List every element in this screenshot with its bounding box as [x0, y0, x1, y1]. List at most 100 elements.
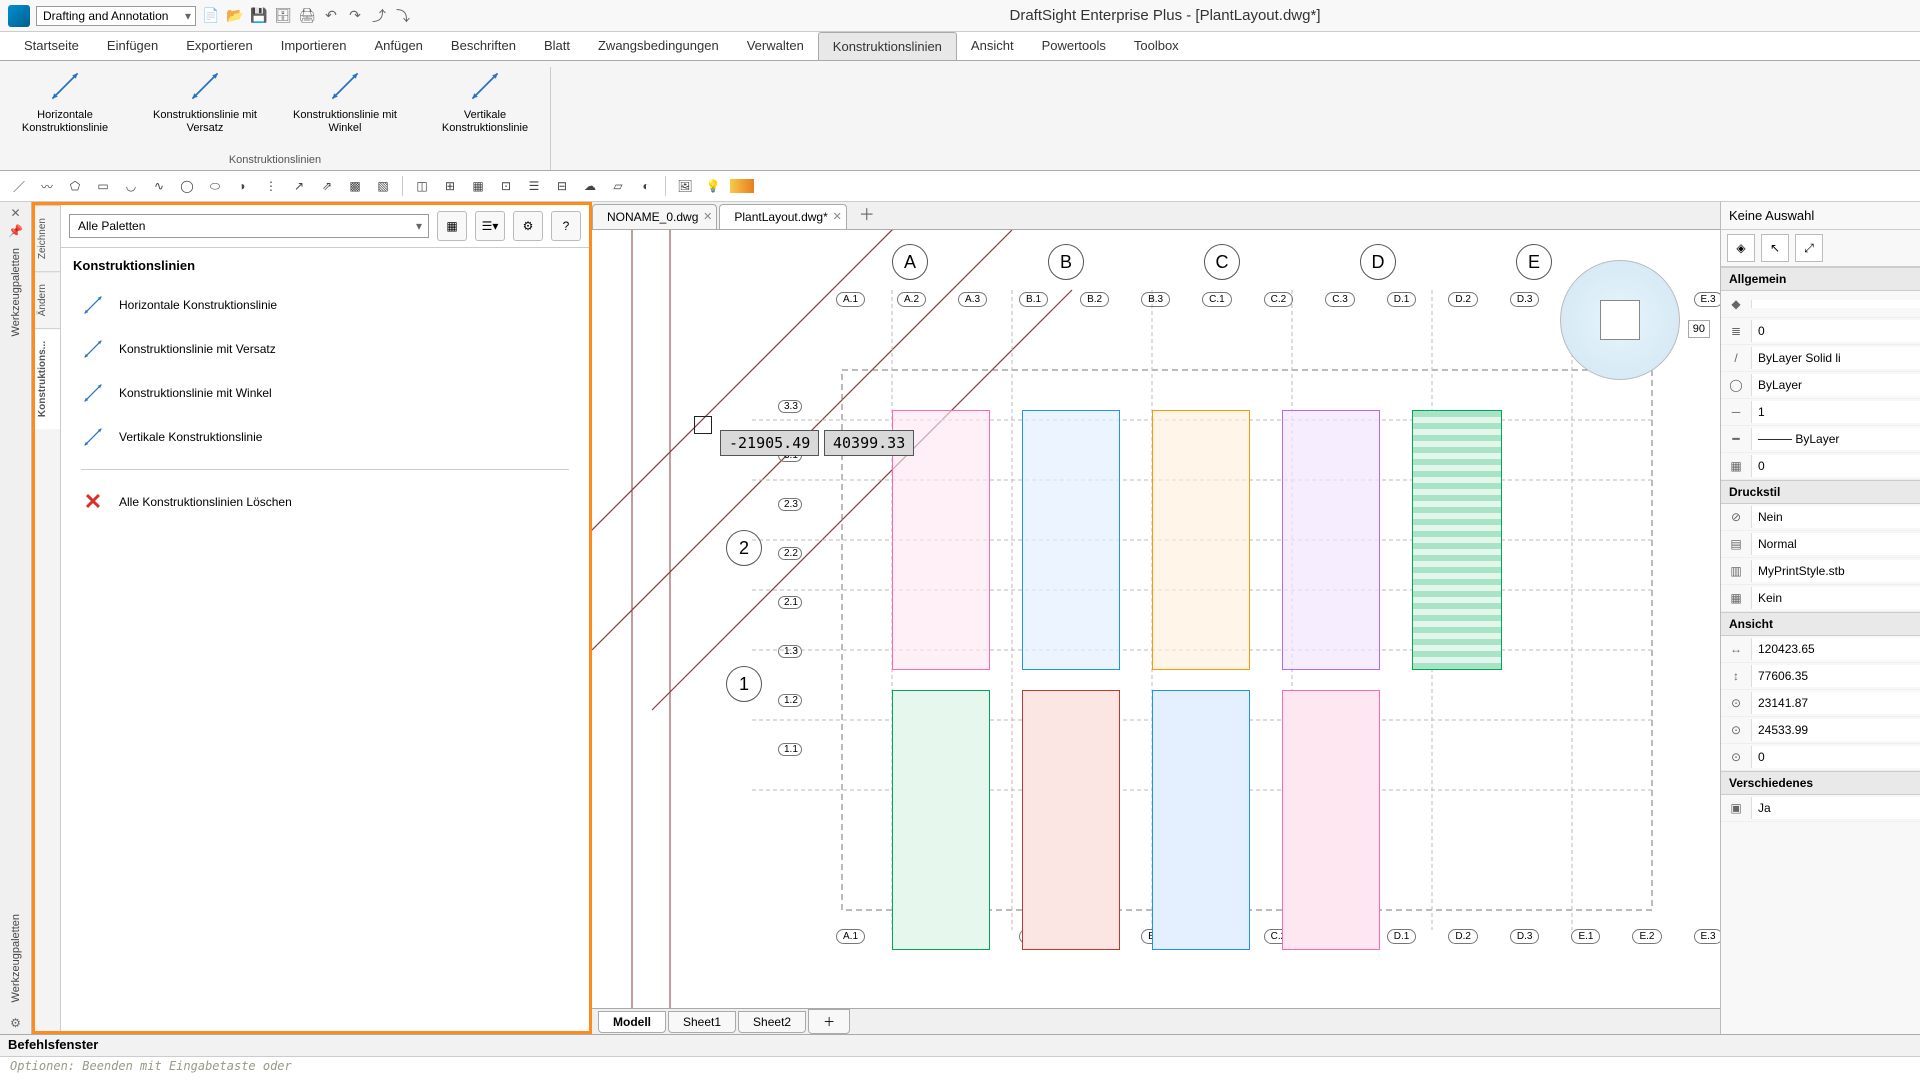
polygon-icon[interactable]: ⬠: [64, 175, 86, 197]
saveall-icon[interactable]: 🗄: [274, 7, 292, 25]
save-icon[interactable]: 💾: [250, 7, 268, 25]
prop-row[interactable]: ↕77606.35: [1721, 663, 1920, 690]
prop-value[interactable]: 0: [1751, 320, 1920, 342]
color-icon[interactable]: [730, 179, 754, 193]
menu-beschriften[interactable]: Beschriften: [437, 32, 530, 60]
prop-mode1-icon[interactable]: ◈: [1727, 234, 1755, 262]
prop-value[interactable]: 0: [1751, 455, 1920, 477]
menu-startseite[interactable]: Startseite: [10, 32, 93, 60]
prop-row[interactable]: ▥MyPrintStyle.stb: [1721, 558, 1920, 585]
prop-row[interactable]: ─1: [1721, 399, 1920, 426]
prop-row[interactable]: ⊙23141.87: [1721, 690, 1920, 717]
cloud-icon[interactable]: ☁: [579, 175, 601, 197]
polyline-icon[interactable]: 〰: [36, 175, 58, 197]
close-icon[interactable]: ✕: [703, 210, 712, 223]
redo-icon[interactable]: ↷: [346, 7, 364, 25]
circle-icon[interactable]: ◯: [176, 175, 198, 197]
prop-value[interactable]: 23141.87: [1751, 692, 1920, 714]
group-icon[interactable]: ☰: [523, 175, 545, 197]
document-tab[interactable]: NONAME_0.dwg✕: [592, 204, 717, 229]
view-list-icon[interactable]: ☰▾: [475, 211, 505, 241]
print-icon[interactable]: 🖨: [298, 7, 316, 25]
region-icon[interactable]: ▧: [372, 175, 394, 197]
palette-tab[interactable]: Ändern: [35, 271, 60, 328]
prop-value[interactable]: Ja: [1751, 797, 1920, 819]
close-icon[interactable]: ✕: [833, 210, 842, 223]
ribbon-btn[interactable]: Vertikale Konstruktionslinie: [430, 67, 540, 134]
prop-value[interactable]: ByLayer: [1751, 374, 1920, 396]
prop-row[interactable]: ▦Kein: [1721, 585, 1920, 612]
prop-row[interactable]: ▤Normal: [1721, 531, 1920, 558]
xline-icon[interactable]: ⇗: [316, 175, 338, 197]
line-icon[interactable]: ／: [8, 175, 30, 197]
block-icon[interactable]: ◫: [411, 175, 433, 197]
prop-value[interactable]: ──── ByLayer: [1751, 428, 1920, 450]
model-viewport[interactable]: ABCDE A.1A.2A.3B.1B.2B.3C.1C.2C.3D.1D.2D…: [592, 230, 1720, 1008]
point-icon[interactable]: ⋮: [260, 175, 282, 197]
panel-settings-icon[interactable]: ⚙: [10, 1016, 21, 1030]
prop-value[interactable]: 120423.65: [1751, 638, 1920, 660]
prop-row[interactable]: ▣Ja: [1721, 795, 1920, 822]
image-icon[interactable]: 🖼: [674, 175, 696, 197]
import-icon[interactable]: ⤵: [394, 7, 412, 25]
prop-row[interactable]: ◯ByLayer: [1721, 372, 1920, 399]
prop-mode3-icon[interactable]: ⤢: [1795, 234, 1823, 262]
menu-toolbox[interactable]: Toolbox: [1120, 32, 1193, 60]
prop-value[interactable]: [1751, 300, 1920, 308]
prop-value[interactable]: 77606.35: [1751, 665, 1920, 687]
prop-row[interactable]: ⊙0: [1721, 744, 1920, 771]
menu-ansicht[interactable]: Ansicht: [957, 32, 1028, 60]
arc-icon[interactable]: ◡: [120, 175, 142, 197]
prop-row[interactable]: ↔120423.65: [1721, 636, 1920, 663]
export-icon[interactable]: ⤴: [370, 7, 388, 25]
menu-blatt[interactable]: Blatt: [530, 32, 584, 60]
wipeout-icon[interactable]: ▱: [607, 175, 629, 197]
menu-verwalten[interactable]: Verwalten: [733, 32, 818, 60]
menu-konstruktionslinien[interactable]: Konstruktionslinien: [818, 32, 957, 60]
undo-icon[interactable]: ↶: [322, 7, 340, 25]
palette-tab[interactable]: Zeichnen: [35, 205, 60, 271]
ribbon-btn[interactable]: Konstruktionslinie mit Winkel: [290, 67, 400, 134]
document-tab[interactable]: PlantLayout.dwg*✕: [719, 204, 846, 229]
palette-item[interactable]: Konstruktionslinie mit Versatz: [73, 327, 577, 371]
spline-icon[interactable]: ∿: [148, 175, 170, 197]
prop-value[interactable]: Nein: [1751, 506, 1920, 528]
rect-icon[interactable]: ▭: [92, 175, 114, 197]
menu-importieren[interactable]: Importieren: [267, 32, 361, 60]
prop-row[interactable]: /ByLayer Solid li: [1721, 345, 1920, 372]
menu-einfügen[interactable]: Einfügen: [93, 32, 172, 60]
menu-zwangsbedingungen[interactable]: Zwangsbedingungen: [584, 32, 733, 60]
add-document-tab[interactable]: ＋: [849, 197, 885, 229]
prop-value[interactable]: Kein: [1751, 587, 1920, 609]
panel-pin-icon[interactable]: 📌: [8, 224, 23, 238]
prop-row[interactable]: ⊙24533.99: [1721, 717, 1920, 744]
ribbon-btn[interactable]: Horizontale Konstruktionslinie: [10, 67, 120, 134]
prop-row[interactable]: ⊘Nein: [1721, 504, 1920, 531]
prop-value[interactable]: MyPrintStyle.stb: [1751, 560, 1920, 582]
sheet-tab[interactable]: Modell: [598, 1011, 666, 1033]
ungroup-icon[interactable]: ⊟: [551, 175, 573, 197]
prop-row[interactable]: ▦0: [1721, 453, 1920, 480]
prop-value[interactable]: 1: [1751, 401, 1920, 423]
add-sheet-tab[interactable]: ＋: [808, 1009, 850, 1034]
palette-tab[interactable]: Konstruktions...: [35, 328, 60, 429]
view-large-icon[interactable]: ▦: [437, 211, 467, 241]
hatch-icon[interactable]: ▩: [344, 175, 366, 197]
table-icon[interactable]: ▦: [467, 175, 489, 197]
ellipsearc-icon[interactable]: ◗: [232, 175, 254, 197]
sheet-tab[interactable]: Sheet1: [668, 1011, 736, 1033]
ray-icon[interactable]: ↗: [288, 175, 310, 197]
light-icon[interactable]: 💡: [702, 175, 724, 197]
menu-anfügen[interactable]: Anfügen: [360, 32, 436, 60]
ellipse-icon[interactable]: ⬭: [204, 175, 226, 197]
field-icon[interactable]: ⊡: [495, 175, 517, 197]
prop-value[interactable]: ByLayer Solid li: [1751, 347, 1920, 369]
prop-value[interactable]: Normal: [1751, 533, 1920, 555]
open-icon[interactable]: 📂: [226, 7, 244, 25]
prop-value[interactable]: 0: [1751, 746, 1920, 768]
palette-item[interactable]: Horizontale Konstruktionslinie: [73, 283, 577, 327]
panel-close-icon[interactable]: ✕: [10, 206, 20, 220]
insert-icon[interactable]: ⊞: [439, 175, 461, 197]
prop-mode2-icon[interactable]: ↖: [1761, 234, 1789, 262]
mask-icon[interactable]: ◐: [635, 175, 657, 197]
